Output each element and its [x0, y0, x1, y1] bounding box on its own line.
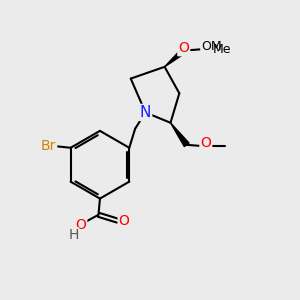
Text: O: O	[200, 136, 211, 150]
Polygon shape	[165, 48, 186, 67]
Text: O: O	[119, 214, 130, 228]
Text: H: H	[68, 228, 79, 242]
Text: Me: Me	[213, 43, 232, 56]
Text: OM: OM	[201, 40, 221, 53]
Text: Br: Br	[41, 139, 56, 153]
Text: N: N	[140, 105, 151, 120]
Text: O: O	[178, 41, 189, 55]
Text: O: O	[75, 218, 86, 232]
Polygon shape	[170, 123, 189, 147]
